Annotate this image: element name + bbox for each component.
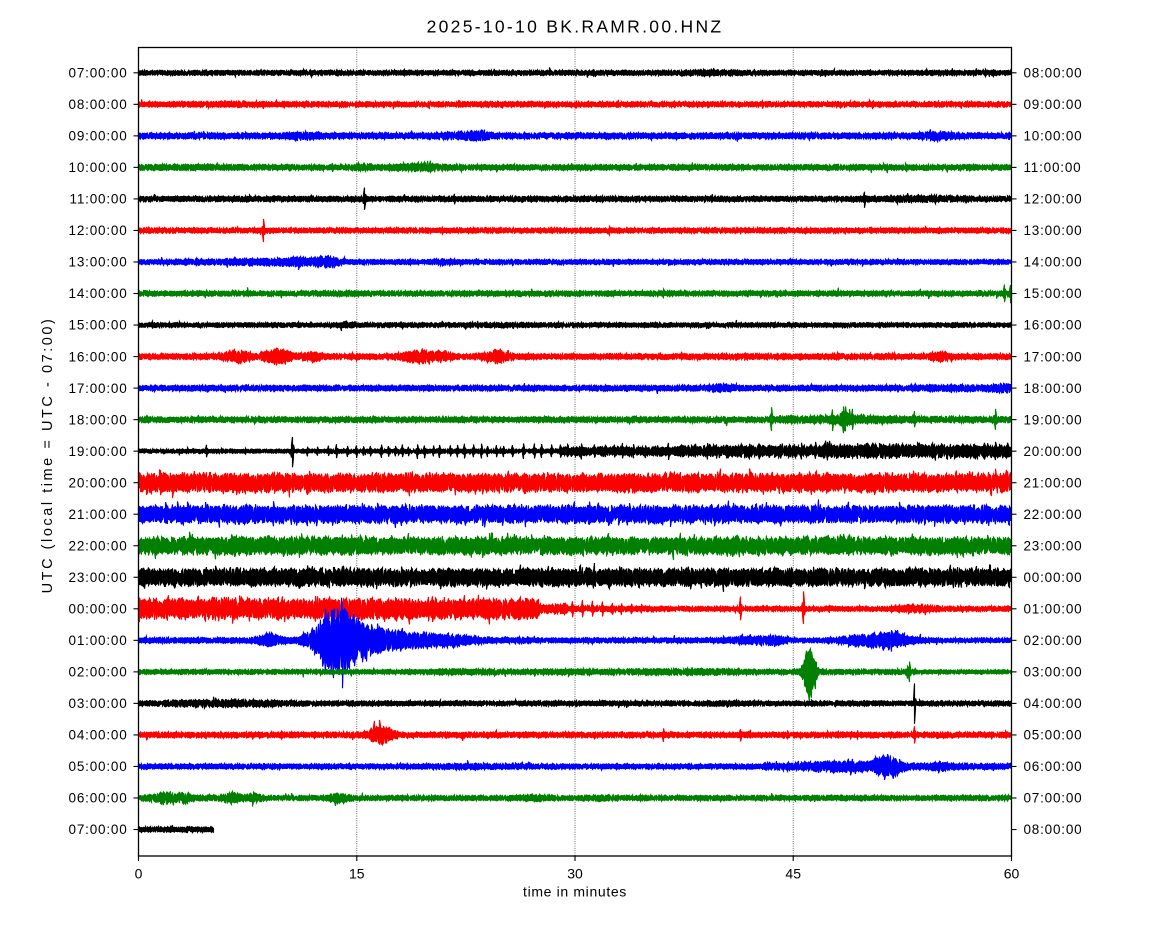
svg-text:00:00:00: 00:00:00 <box>69 602 128 617</box>
svg-text:23:00:00: 23:00:00 <box>1024 538 1083 553</box>
svg-text:19:00:00: 19:00:00 <box>1024 412 1083 427</box>
svg-text:23:00:00: 23:00:00 <box>69 570 128 585</box>
svg-text:20:00:00: 20:00:00 <box>1024 444 1083 459</box>
svg-text:21:00:00: 21:00:00 <box>1024 475 1083 490</box>
svg-text:08:00:00: 08:00:00 <box>1024 66 1083 81</box>
svg-text:12:00:00: 12:00:00 <box>1024 192 1083 207</box>
svg-text:20:00:00: 20:00:00 <box>69 475 128 490</box>
svg-text:10:00:00: 10:00:00 <box>69 160 128 175</box>
svg-text:11:00:00: 11:00:00 <box>1024 160 1082 175</box>
svg-text:07:00:00: 07:00:00 <box>69 822 128 837</box>
svg-text:09:00:00: 09:00:00 <box>1024 97 1083 112</box>
svg-text:22:00:00: 22:00:00 <box>69 538 128 553</box>
svg-text:08:00:00: 08:00:00 <box>69 97 128 112</box>
svg-text:08:00:00: 08:00:00 <box>1024 822 1083 837</box>
svg-text:12:00:00: 12:00:00 <box>69 223 128 238</box>
svg-text:01:00:00: 01:00:00 <box>1024 602 1083 617</box>
svg-text:17:00:00: 17:00:00 <box>1024 349 1083 364</box>
svg-text:15:00:00: 15:00:00 <box>69 318 128 333</box>
svg-text:09:00:00: 09:00:00 <box>69 129 128 144</box>
svg-text:10:00:00: 10:00:00 <box>1024 129 1083 144</box>
svg-text:06:00:00: 06:00:00 <box>1024 759 1083 774</box>
svg-text:15:00:00: 15:00:00 <box>1024 286 1083 301</box>
svg-text:14:00:00: 14:00:00 <box>69 286 128 301</box>
svg-text:16:00:00: 16:00:00 <box>1024 318 1083 333</box>
svg-text:14:00:00: 14:00:00 <box>1024 255 1083 270</box>
svg-text:15: 15 <box>349 866 365 882</box>
svg-text:04:00:00: 04:00:00 <box>1024 696 1083 711</box>
svg-text:18:00:00: 18:00:00 <box>1024 381 1083 396</box>
svg-text:05:00:00: 05:00:00 <box>1024 728 1083 743</box>
svg-text:21:00:00: 21:00:00 <box>69 507 128 522</box>
svg-text:06:00:00: 06:00:00 <box>69 791 128 806</box>
svg-text:time in minutes: time in minutes <box>523 884 627 900</box>
svg-text:04:00:00: 04:00:00 <box>69 728 128 743</box>
svg-text:02:00:00: 02:00:00 <box>1024 633 1083 648</box>
svg-text:UTC (local time = UTC - 07:00): UTC (local time = UTC - 07:00) <box>40 317 56 594</box>
svg-text:07:00:00: 07:00:00 <box>69 66 128 81</box>
svg-text:17:00:00: 17:00:00 <box>69 381 128 396</box>
svg-text:07:00:00: 07:00:00 <box>1024 791 1083 806</box>
svg-text:01:00:00: 01:00:00 <box>69 633 128 648</box>
svg-text:03:00:00: 03:00:00 <box>69 696 128 711</box>
svg-text:30: 30 <box>567 866 583 882</box>
svg-text:13:00:00: 13:00:00 <box>69 255 128 270</box>
svg-text:19:00:00: 19:00:00 <box>69 444 128 459</box>
svg-text:00:00:00: 00:00:00 <box>1024 570 1083 585</box>
svg-text:22:00:00: 22:00:00 <box>1024 507 1083 522</box>
svg-text:05:00:00: 05:00:00 <box>69 759 128 774</box>
svg-text:2025-10-10 BK.RAMR.00.HNZ: 2025-10-10 BK.RAMR.00.HNZ <box>427 17 724 37</box>
svg-text:16:00:00: 16:00:00 <box>69 349 128 364</box>
svg-text:13:00:00: 13:00:00 <box>1024 223 1083 238</box>
svg-text:02:00:00: 02:00:00 <box>69 665 128 680</box>
svg-text:18:00:00: 18:00:00 <box>69 412 128 427</box>
svg-text:60: 60 <box>1004 866 1020 882</box>
svg-text:03:00:00: 03:00:00 <box>1024 665 1083 680</box>
svg-text:11:00:00: 11:00:00 <box>70 192 128 207</box>
svg-text:45: 45 <box>785 866 801 882</box>
svg-text:0: 0 <box>135 866 143 882</box>
